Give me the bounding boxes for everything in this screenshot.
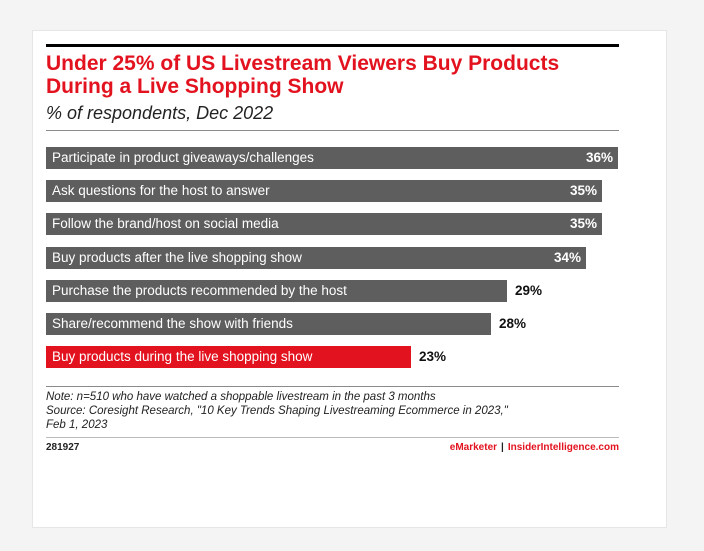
bar-value-label: 36% [585, 150, 613, 165]
bar-value-label: 35% [569, 183, 597, 198]
bar [46, 180, 602, 202]
top-rule [46, 44, 619, 47]
bar-value-label: 23% [419, 349, 447, 364]
bar-row: Purchase the products recommended by the… [46, 280, 618, 302]
brand-separator: | [501, 442, 504, 453]
bar-value-label: 35% [569, 216, 597, 231]
chart-title: Under 25% of US Livestream Viewers Buy P… [46, 52, 560, 98]
footer-divider [46, 437, 619, 438]
bar [46, 280, 507, 302]
insider-intelligence-link[interactable]: InsiderIntelligence.com [507, 442, 619, 453]
bar-row: Ask questions for the host to answer 35% [46, 180, 618, 202]
chart-card [32, 30, 667, 528]
note-line: Note: n=510 who have watched a shoppable… [46, 391, 436, 403]
brand-credit: eMarketer | InsiderIntelligence.com [450, 442, 619, 453]
bar-row: Participate in product giveaways/challen… [46, 147, 618, 169]
bar [46, 213, 602, 235]
bar-label: Purchase the products recommended by the… [52, 283, 347, 298]
bar-value-label: 34% [553, 250, 581, 265]
bar-label: Share/recommend the show with friends [52, 316, 293, 331]
title-divider [46, 130, 619, 131]
bar-label: Buy products during the live shopping sh… [52, 349, 313, 364]
bar-value-label: 28% [499, 316, 527, 331]
bar-row: Share/recommend the show with friends 28% [46, 313, 618, 335]
chart-note: Note: n=510 who have watched a shoppable… [46, 390, 606, 432]
bar-label: Ask questions for the host to answer [52, 183, 270, 198]
bar-label: Buy products after the live shopping sho… [52, 250, 302, 265]
bar-label: Participate in product giveaways/challen… [52, 150, 314, 165]
chart-subtitle: % of respondents, Dec 2022 [46, 103, 274, 123]
emarketer-logo-text: eMarketer [449, 442, 498, 453]
bar [46, 247, 586, 269]
bar [46, 346, 411, 368]
source-date-line: Feb 1, 2023 [46, 419, 108, 431]
source-line: Source: Coresight Research, "10 Key Tren… [46, 405, 508, 417]
bar-value-label: 29% [515, 283, 543, 298]
bar [46, 313, 491, 335]
bar-row: Buy products during the live shopping sh… [46, 346, 618, 368]
chart-id: 281927 [46, 442, 80, 453]
bar-label: Follow the brand/host on social media [52, 216, 279, 231]
bar-row: Buy products after the live shopping sho… [46, 247, 618, 269]
note-divider [46, 386, 619, 387]
bar-row: Follow the brand/host on social media 35% [46, 213, 618, 235]
bar [46, 147, 618, 169]
